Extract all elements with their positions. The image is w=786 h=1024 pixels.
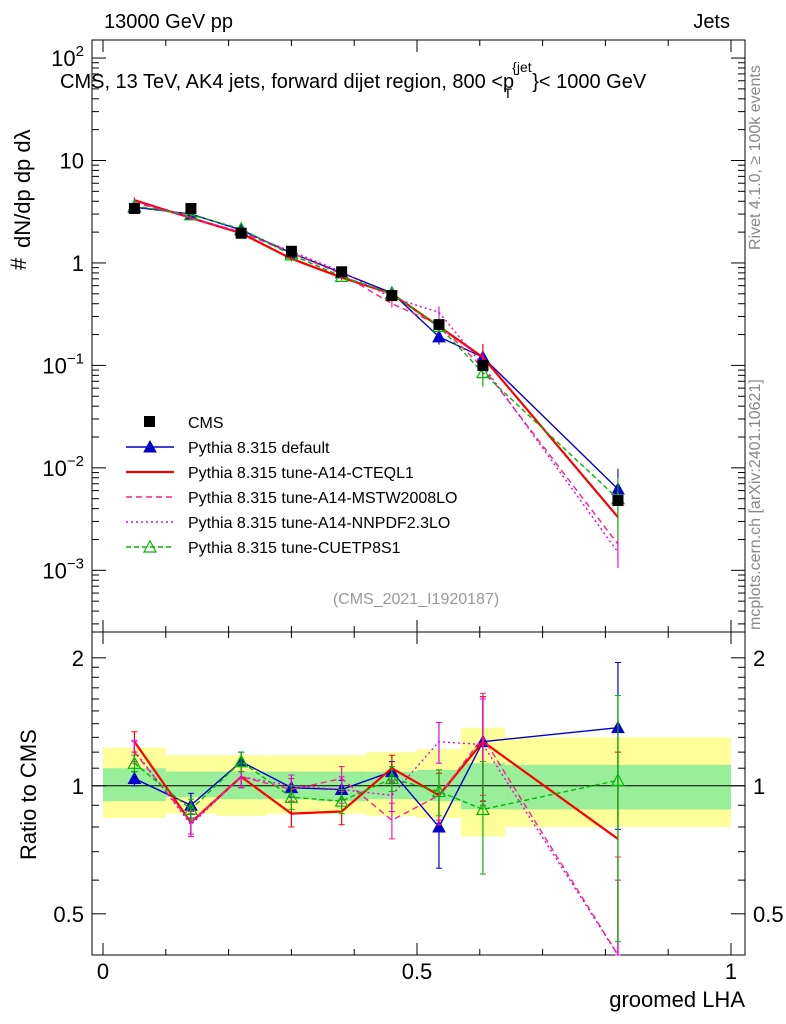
ratio-ylabel: Ratio to CMS [16, 729, 41, 860]
legend-label: Pythia 8.315 tune-A14-CTEQL1 [188, 465, 414, 482]
series-marker [183, 207, 198, 221]
main-y-tick-exp: −3 [67, 555, 84, 572]
ratio-y-tick-label-right: 1 [753, 774, 765, 799]
x-tick-label: 0 [97, 959, 109, 984]
legend: CMS Pythia 8.315 default Pythia 8.315 tune… [126, 415, 457, 557]
cms-data-point [128, 202, 140, 214]
series-marker [142, 539, 158, 553]
ratio-y-tick-label-left: 0.5 [53, 902, 84, 927]
main-y-tick-base: 10 [51, 46, 75, 71]
series-line-ratio [133, 760, 619, 811]
legend-label: Pythia 8.315 tune-A14-NNPDF2.3LO [188, 515, 450, 532]
plot-title-main: CMS, 13 TeV, AK4 jets, forward dijet reg… [60, 71, 514, 93]
series-pythia-8-315-tune-cuetp8s1 [127, 198, 625, 943]
rivet-label: Rivet 4.1.0, ≥ 100k events [747, 65, 764, 250]
plot-title: CMS, 13 TeV, AK4 jets, forward dijet reg… [60, 59, 647, 101]
series-layer [127, 197, 625, 956]
series-line-main [134, 200, 619, 553]
ratio-y-tick-label-right: 0.5 [753, 902, 784, 927]
series-marker [284, 789, 299, 803]
series-line-main [134, 201, 619, 545]
main-y-tick-exp: −1 [67, 350, 84, 367]
main-y-tick-base: 10 [42, 456, 66, 481]
main-y-tick-base: 1 [72, 251, 84, 276]
legend-label: Pythia 8.315 default [188, 440, 330, 457]
main-ylabel-frac: dN/dp dp dλ [10, 129, 35, 248]
cms-data-point [477, 359, 489, 371]
ratio-frame [91, 631, 746, 956]
main-ylabel: # dN/dp dp dλ [6, 129, 35, 270]
mcplots-label: mcplots.cern.ch [arXiv:2401.10621] [747, 379, 764, 630]
main-y-tick-base: 10 [42, 558, 66, 583]
cms-data-point [386, 290, 398, 302]
main-y-tick-exp: 2 [76, 43, 84, 60]
analysis-tag: (CMS_2021_I1920187) [333, 591, 499, 608]
series-marker [475, 365, 490, 379]
header-right: Jets [693, 11, 730, 33]
series-pythia-8-315-tune-a14-mstw2008lo [131, 199, 621, 956]
main-y-tick-label: 10 [60, 148, 84, 173]
series-marker [127, 771, 142, 785]
x-axis-title: groomed LHA [609, 987, 745, 1012]
cms-data-point [185, 202, 197, 214]
series-marker [183, 802, 198, 816]
legend-cms-label: CMS [188, 415, 224, 432]
data-layer [128, 202, 624, 507]
plot-title-end: }< 1000 GeV [532, 71, 647, 93]
main-y-tick-label: 102 [51, 43, 84, 71]
main-y-tick-label: 10−1 [42, 350, 84, 378]
series-marker [610, 773, 625, 786]
cms-data-point [612, 495, 624, 507]
cms-data-point [336, 266, 348, 278]
series-marker [432, 329, 446, 343]
main-y-tick-label: 10−2 [42, 453, 84, 481]
cms-data-point [285, 245, 297, 257]
legend-cms-marker [144, 416, 155, 427]
main-y-tick-exp: −2 [67, 453, 84, 470]
cms-data-point [235, 227, 247, 239]
cms-data-point [433, 319, 445, 331]
series-marker [384, 771, 399, 785]
x-tick-label: 0.5 [402, 959, 433, 984]
main-ylabel-text: # [6, 257, 31, 270]
main-y-tick-base: 10 [42, 353, 66, 378]
x-tick-label: 1 [725, 959, 737, 984]
series-marker [334, 793, 349, 807]
main-y-tick-label: 1 [72, 251, 84, 276]
legend-label: Pythia 8.315 tune-CUETP8S1 [188, 540, 401, 557]
ratio-y-tick-label-left: 1 [72, 774, 84, 799]
plot-title-sub: T [504, 85, 513, 101]
series-marker [475, 802, 490, 816]
ratio-y-tick-label-left: 2 [72, 646, 84, 671]
series-marker [143, 439, 157, 453]
main-y-tick-label: 10−3 [42, 555, 84, 583]
series-marker [432, 819, 446, 833]
header-left: 13000 GeV pp [104, 11, 233, 33]
series-marker [127, 755, 142, 769]
legend-label: Pythia 8.315 tune-A14-MSTW2008LO [188, 490, 457, 507]
series-line-ratio [133, 740, 619, 956]
main-y-tick-base: 10 [60, 148, 84, 173]
series-marker [431, 784, 446, 798]
ratio-y-tick-label-right: 2 [753, 646, 765, 671]
series-marker [234, 754, 249, 768]
plot-title-sup: {jet [512, 59, 532, 75]
